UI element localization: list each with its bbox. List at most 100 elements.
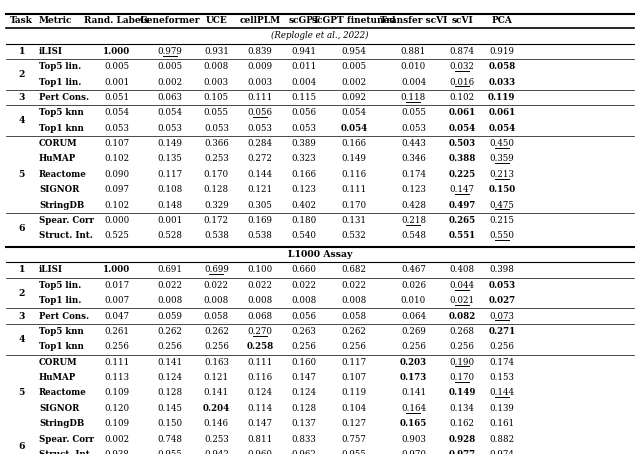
Text: 0.139: 0.139: [490, 404, 514, 413]
Text: 0.001: 0.001: [157, 216, 183, 225]
Text: 3: 3: [19, 311, 25, 321]
Text: 0.082: 0.082: [449, 311, 476, 321]
Text: 0.174: 0.174: [401, 170, 426, 179]
Text: 0.008: 0.008: [204, 296, 229, 305]
Text: 0.146: 0.146: [204, 419, 229, 428]
Text: 0.105: 0.105: [204, 93, 229, 102]
Text: 0.017: 0.017: [104, 281, 129, 290]
Text: 0.204: 0.204: [203, 404, 230, 413]
Text: 0.002: 0.002: [342, 78, 367, 87]
Text: 0.004: 0.004: [401, 78, 426, 87]
Text: 0.748: 0.748: [157, 434, 183, 444]
Text: 0.051: 0.051: [104, 93, 129, 102]
Text: 0.389: 0.389: [292, 139, 316, 148]
Text: Top1 lin.: Top1 lin.: [39, 296, 81, 305]
Text: 0.503: 0.503: [449, 139, 476, 148]
Text: 0.141: 0.141: [204, 389, 229, 397]
Text: Reactome: Reactome: [39, 389, 87, 397]
Text: 0.450: 0.450: [489, 139, 515, 148]
Text: 0.128: 0.128: [291, 404, 317, 413]
Text: scVI: scVI: [451, 16, 473, 25]
Text: 5: 5: [19, 170, 25, 179]
Text: Struct. Int.: Struct. Int.: [39, 231, 93, 240]
Text: 0.073: 0.073: [490, 311, 514, 321]
Text: 0.053: 0.053: [248, 123, 273, 133]
Text: 0.003: 0.003: [248, 78, 273, 87]
Text: 0.839: 0.839: [248, 47, 273, 56]
Text: 0.108: 0.108: [157, 185, 183, 194]
Text: 0.022: 0.022: [248, 281, 273, 290]
Text: 6: 6: [19, 223, 25, 232]
Text: 0.008: 0.008: [342, 296, 367, 305]
Text: 0.161: 0.161: [489, 419, 515, 428]
Text: 0.979: 0.979: [158, 47, 182, 56]
Text: 0.109: 0.109: [104, 419, 129, 428]
Text: 0.256: 0.256: [450, 342, 474, 351]
Text: 0.113: 0.113: [104, 373, 129, 382]
Text: 0.548: 0.548: [401, 231, 426, 240]
Text: 0.005: 0.005: [104, 62, 129, 71]
Text: 0.833: 0.833: [292, 434, 316, 444]
Text: 0.090: 0.090: [104, 170, 129, 179]
Text: PCA: PCA: [492, 16, 512, 25]
Text: 0.008: 0.008: [204, 62, 229, 71]
Text: 0.256: 0.256: [158, 342, 182, 351]
Text: Spear. Corr: Spear. Corr: [39, 216, 94, 225]
Text: 0.044: 0.044: [449, 281, 475, 290]
Text: Geneformer: Geneformer: [140, 16, 200, 25]
Text: 0.111: 0.111: [104, 358, 129, 367]
Text: 0.032: 0.032: [450, 62, 474, 71]
Text: 0.253: 0.253: [204, 434, 228, 444]
Text: Top5 knn: Top5 knn: [39, 327, 84, 336]
Text: 0.268: 0.268: [449, 327, 475, 336]
Text: 0.218: 0.218: [401, 216, 426, 225]
Text: 0.660: 0.660: [291, 266, 317, 275]
Text: 0.008: 0.008: [248, 296, 273, 305]
Text: UCE: UCE: [205, 16, 227, 25]
Text: 0.119: 0.119: [342, 389, 367, 397]
Text: 0.213: 0.213: [490, 170, 514, 179]
Text: 0.061: 0.061: [449, 108, 476, 117]
Text: 0.942: 0.942: [204, 450, 228, 454]
Text: 0.538: 0.538: [204, 231, 228, 240]
Text: SIGNOR: SIGNOR: [39, 404, 79, 413]
Text: 2: 2: [19, 288, 25, 297]
Text: 0.215: 0.215: [489, 216, 515, 225]
Text: 0.270: 0.270: [248, 327, 273, 336]
Text: scGPT: scGPT: [288, 16, 320, 25]
Text: 0.170: 0.170: [342, 201, 367, 209]
Text: 1: 1: [19, 47, 25, 56]
Text: 0.366: 0.366: [204, 139, 228, 148]
Text: 0.265: 0.265: [449, 216, 476, 225]
Text: 0.256: 0.256: [292, 342, 316, 351]
Text: 0.475: 0.475: [490, 201, 514, 209]
Text: 0.225: 0.225: [449, 170, 476, 179]
Text: 0.005: 0.005: [342, 62, 367, 71]
Text: 0.256: 0.256: [204, 342, 228, 351]
Text: 0.107: 0.107: [104, 139, 129, 148]
Text: 0.109: 0.109: [104, 389, 129, 397]
Text: 0.170: 0.170: [449, 373, 475, 382]
Text: Top1 knn: Top1 knn: [39, 342, 84, 351]
Text: 0.021: 0.021: [449, 296, 475, 305]
Text: 0.144: 0.144: [489, 389, 515, 397]
Text: HuMAP: HuMAP: [39, 154, 76, 163]
Text: Metric: Metric: [39, 16, 72, 25]
Text: 0.262: 0.262: [342, 327, 367, 336]
Text: 0.053: 0.053: [488, 281, 515, 290]
Text: 0.261: 0.261: [104, 327, 129, 336]
Text: 0.169: 0.169: [248, 216, 273, 225]
Text: 0.163: 0.163: [204, 358, 228, 367]
Text: 0.525: 0.525: [104, 231, 129, 240]
Text: 0.256: 0.256: [490, 342, 514, 351]
Text: 0.054: 0.054: [342, 108, 367, 117]
Text: 0.253: 0.253: [204, 154, 228, 163]
Text: StringDB: StringDB: [39, 201, 84, 209]
Text: 0.329: 0.329: [204, 201, 228, 209]
Text: 0.153: 0.153: [490, 373, 514, 382]
Text: 0.149: 0.149: [342, 154, 367, 163]
Text: 0.134: 0.134: [450, 404, 474, 413]
Text: 0.059: 0.059: [157, 311, 183, 321]
Text: 0.497: 0.497: [449, 201, 476, 209]
Text: 0.055: 0.055: [204, 108, 229, 117]
